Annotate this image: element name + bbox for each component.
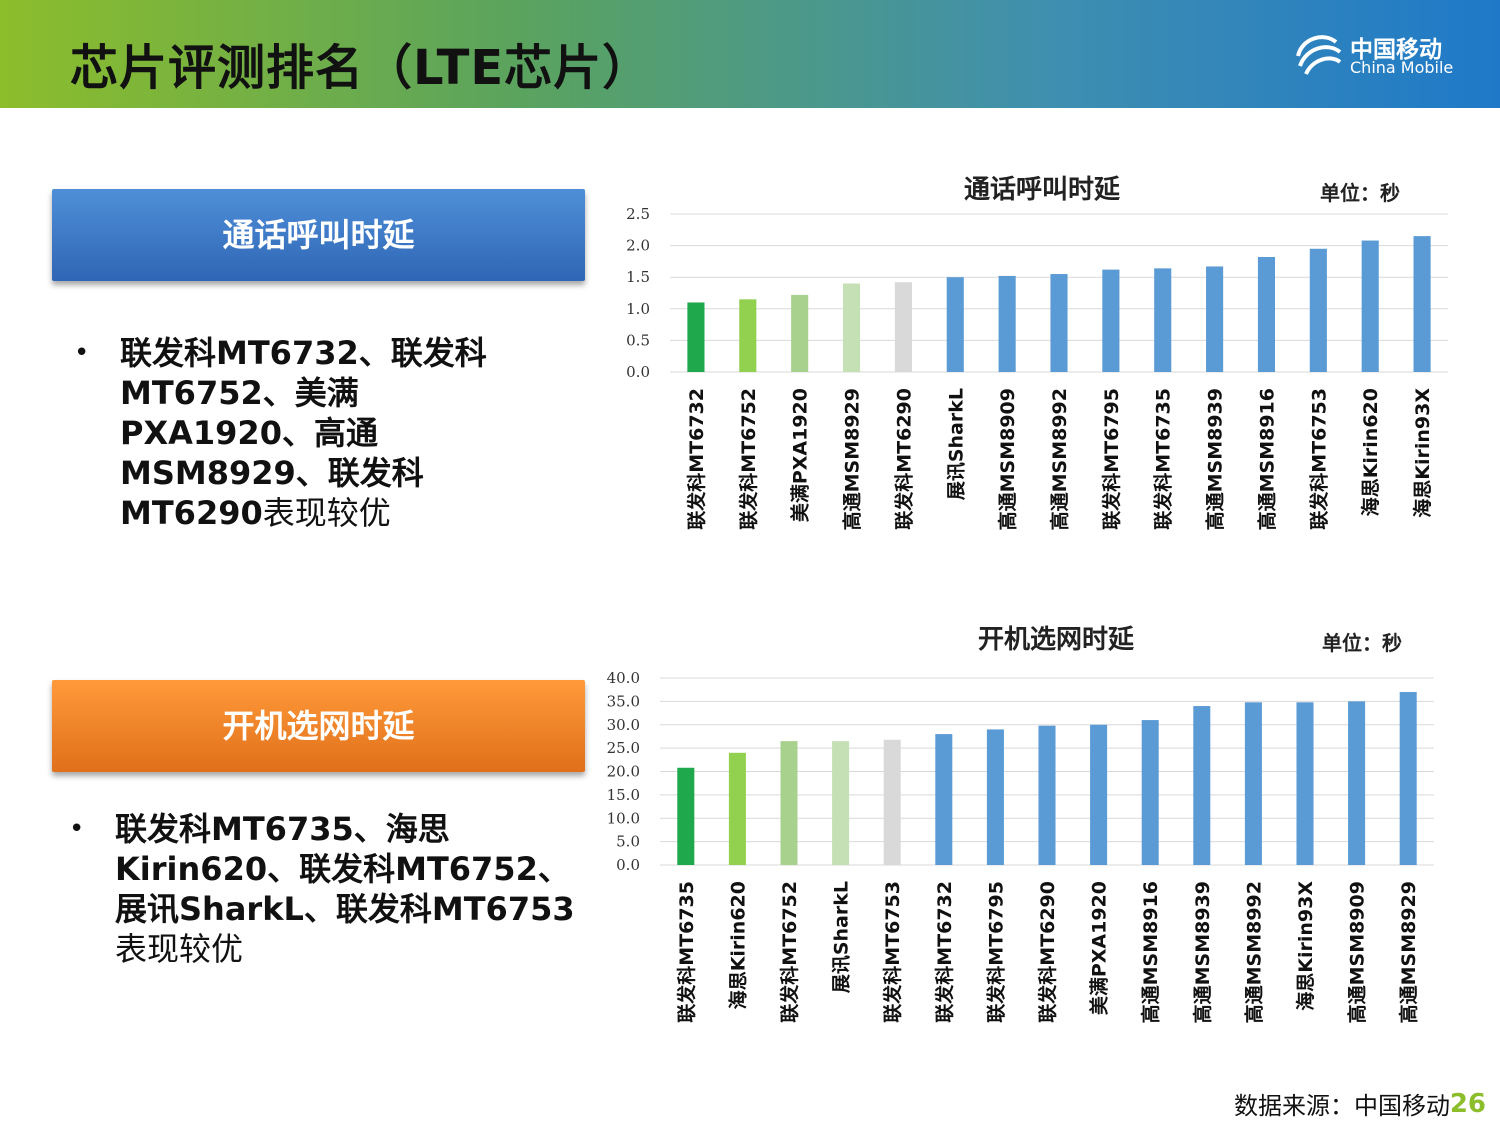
x-category-label: 高通MSM8992 bbox=[1048, 388, 1071, 530]
y-tick-label: 2.0 bbox=[626, 237, 650, 255]
y-tick-label: 0.5 bbox=[626, 331, 650, 349]
bar bbox=[894, 282, 912, 372]
bullet-bold-text: 联发科MT6732、联发科MT6752、美满PXA1920、高通MSM8929、… bbox=[120, 334, 487, 532]
bar bbox=[739, 299, 757, 372]
bar bbox=[677, 767, 695, 865]
bar bbox=[1193, 706, 1211, 865]
chart-unit: 单位：秒 bbox=[1322, 631, 1402, 655]
x-category-label: 联发科MT6735 bbox=[675, 881, 698, 1023]
bar bbox=[1296, 702, 1314, 865]
x-category-label: 联发科MT6795 bbox=[1100, 388, 1123, 530]
bar bbox=[1257, 256, 1276, 372]
boot-network-chart: 开机选网时延 单位：秒 0.0 5.0 10.0 15.0 20.0 25.0 30.0 35.0… bbox=[607, 625, 1434, 1023]
bar bbox=[1050, 274, 1068, 372]
logo-text-cn: 中国移动 bbox=[1350, 37, 1442, 63]
chart-title: 通话呼叫时延 bbox=[964, 175, 1121, 205]
header-banner: 芯片评测排名（LTE芯片） 中国移动 China Mobile bbox=[0, 0, 1500, 108]
x-category-label: 海思Kirin620 bbox=[726, 881, 749, 1009]
bar bbox=[1361, 240, 1379, 372]
x-category-label: 海思Kirin93X bbox=[1411, 388, 1434, 518]
x-category-label: 联发科MT6732 bbox=[685, 388, 708, 530]
x-category-label: 高通MSM8992 bbox=[1242, 881, 1265, 1023]
bullet-dot: • bbox=[69, 814, 85, 844]
boot-network-bullet: • 联发科MT6735、海思Kirin620、联发科MT6752、展讯Shark… bbox=[69, 809, 575, 969]
data-source: 数据来源：中国移动 bbox=[1234, 1092, 1450, 1120]
x-category-label: 联发科MT6753 bbox=[881, 881, 904, 1023]
x-category-label: 高通MSM8916 bbox=[1139, 881, 1162, 1023]
china-mobile-logo-icon bbox=[1296, 35, 1342, 75]
y-tick-label: 30.0 bbox=[607, 716, 640, 734]
bar bbox=[935, 734, 953, 865]
bar bbox=[1102, 269, 1120, 372]
bar bbox=[946, 277, 964, 372]
bullet-tail-text: 表现较优 bbox=[115, 930, 244, 968]
y-tick-label: 1.5 bbox=[626, 268, 650, 286]
x-category-label: 联发科MT6732 bbox=[933, 881, 956, 1023]
x-category-label: 联发科MT6752 bbox=[778, 881, 801, 1023]
bar bbox=[728, 752, 746, 865]
china-mobile-logo: 中国移动 China Mobile bbox=[1290, 26, 1460, 86]
x-category-label: 高通MSM8929 bbox=[1397, 881, 1420, 1023]
x-category-label: 联发科MT6795 bbox=[984, 881, 1007, 1023]
bar bbox=[842, 283, 861, 372]
bar bbox=[998, 275, 1016, 372]
x-category-label: 联发科MT6735 bbox=[1152, 388, 1175, 530]
bar bbox=[1038, 725, 1056, 865]
y-tick-label: 0.0 bbox=[626, 363, 650, 381]
y-tick-label: 5.0 bbox=[616, 833, 640, 851]
bullet-tail-text: 表现较优 bbox=[262, 494, 391, 532]
bar bbox=[1090, 724, 1108, 865]
x-category-label: 联发科MT6752 bbox=[737, 388, 760, 530]
x-category-label: 高通MSM8939 bbox=[1204, 388, 1227, 530]
x-category-label: 联发科MT6290 bbox=[1036, 881, 1059, 1023]
y-tick-label: 2.5 bbox=[626, 205, 650, 223]
y-tick-label: 20.0 bbox=[607, 763, 640, 781]
bar bbox=[791, 294, 809, 372]
bar bbox=[780, 741, 798, 865]
y-tick-label: 15.0 bbox=[607, 786, 640, 804]
y-tick-label: 10.0 bbox=[607, 809, 640, 827]
bar bbox=[1244, 702, 1262, 865]
bullet-dot: • bbox=[74, 338, 90, 368]
x-category-label: 海思Kirin93X bbox=[1294, 881, 1317, 1011]
bar bbox=[1206, 266, 1224, 372]
page-title: 芯片评测排名（LTE芯片） bbox=[70, 40, 652, 96]
y-tick-label: 40.0 bbox=[607, 669, 640, 687]
chart-title: 开机选网时延 bbox=[978, 625, 1135, 655]
page-number: 26 bbox=[1449, 1089, 1486, 1119]
x-category-label: 高通MSM8909 bbox=[1346, 881, 1369, 1023]
bar bbox=[1309, 248, 1327, 372]
y-tick-label: 35.0 bbox=[607, 692, 640, 710]
bar bbox=[687, 302, 705, 372]
section-boot-network-button[interactable]: 开机选网时延 bbox=[52, 680, 585, 772]
y-tick-label: 25.0 bbox=[607, 739, 640, 757]
x-category-label: 高通MSM8916 bbox=[1255, 388, 1278, 530]
x-category-label: 高通MSM8929 bbox=[841, 388, 864, 530]
x-category-label: 美满PXA1920 bbox=[789, 388, 812, 522]
y-tick-label: 1.0 bbox=[626, 300, 650, 318]
bar bbox=[883, 739, 901, 865]
x-category-label: 联发科MT6290 bbox=[892, 388, 915, 530]
logo-text-en: China Mobile bbox=[1350, 58, 1454, 77]
x-category-label: 海思Kirin620 bbox=[1359, 388, 1382, 516]
call-delay-chart: 通话呼叫时延 单位：秒 0.0 0.5 1.0 1.5 2.0 2.5 联发科MT6732 联发科… bbox=[626, 175, 1448, 530]
x-category-label: 展讯SharkL bbox=[831, 881, 853, 993]
x-category-label: 展讯SharkL bbox=[945, 388, 967, 500]
chart-unit: 单位：秒 bbox=[1320, 181, 1400, 205]
bar bbox=[1154, 268, 1172, 372]
y-tick-label: 0.0 bbox=[616, 856, 640, 874]
x-category-label: 联发科MT6753 bbox=[1307, 388, 1330, 530]
x-category-label: 高通MSM8939 bbox=[1191, 881, 1214, 1023]
x-category-label: 美满PXA1920 bbox=[1088, 881, 1111, 1015]
bullet-bold-text: 联发科MT6735、海思Kirin620、联发科MT6752、展讯SharkL、… bbox=[115, 810, 575, 928]
x-category-label: 高通MSM8909 bbox=[996, 388, 1019, 530]
bar bbox=[832, 741, 850, 865]
call-delay-bullet: • 联发科MT6732、联发科MT6752、美满PXA1920、高通MSM892… bbox=[74, 333, 550, 533]
bar bbox=[1413, 236, 1431, 372]
bar bbox=[1399, 692, 1417, 865]
bar bbox=[1141, 720, 1159, 865]
bar bbox=[986, 729, 1004, 865]
section-call-delay-button[interactable]: 通话呼叫时延 bbox=[52, 189, 585, 281]
bar bbox=[1348, 701, 1366, 865]
